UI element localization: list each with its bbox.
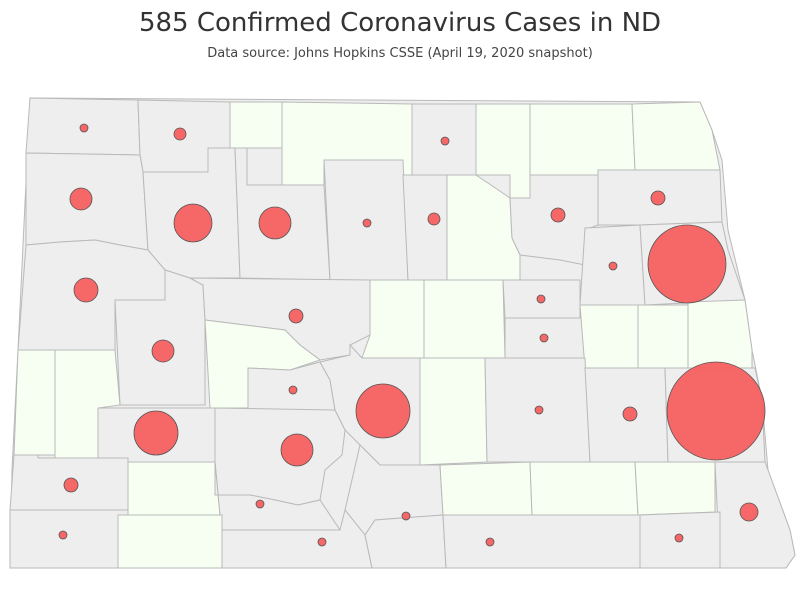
case-bubble-walsh	[650, 190, 666, 206]
county-hettinger	[127, 461, 221, 516]
case-bubble-dunn	[151, 339, 175, 363]
case-bubble-ramsey	[550, 207, 566, 223]
case-bubble-pierce	[427, 212, 441, 226]
case-bubble-grant	[255, 499, 265, 509]
case-bubble-richland	[739, 502, 759, 522]
case-bubble-sargent	[674, 533, 684, 543]
case-bubble-sioux	[317, 537, 327, 547]
county-lamoure	[529, 461, 639, 516]
case-bubble-cass	[666, 361, 766, 461]
case-bubble-rolette	[440, 136, 450, 146]
case-bubble-emmons	[401, 511, 411, 521]
county-sheridan	[361, 279, 425, 359]
map-title: 585 Confirmed Coronavirus Cases in ND	[138, 8, 662, 38]
case-bubble-williams	[69, 187, 93, 211]
county-wells	[423, 279, 506, 359]
case-bubble-grand-forks	[647, 224, 727, 304]
county-golden-valley	[13, 349, 56, 456]
case-bubble-dickey	[485, 537, 495, 547]
case-bubble-morton	[280, 433, 314, 467]
county-steele	[637, 304, 689, 369]
map-subtitle: Data source: Johns Hopkins CSSE (April 1…	[207, 46, 593, 61]
county-logan	[439, 461, 533, 516]
case-bubble-nelson	[608, 261, 618, 271]
county-ransom	[634, 461, 716, 516]
case-bubble-bowman	[58, 530, 68, 540]
case-bubble-divide	[79, 123, 89, 133]
county-dickey	[442, 514, 641, 569]
case-bubble-mckenzie	[73, 277, 99, 303]
case-bubble-stutsman	[534, 405, 544, 415]
county-traill	[687, 299, 753, 369]
case-bubble-mclean	[288, 308, 304, 324]
county-bowman	[9, 509, 129, 569]
case-bubble-foster	[539, 333, 549, 343]
county-cavalier	[529, 103, 636, 176]
case-bubble-mchenry	[362, 218, 372, 228]
county-griggs	[579, 304, 639, 369]
county-pembina	[631, 101, 721, 171]
county-kidder	[419, 357, 488, 466]
case-bubble-barnes	[622, 406, 638, 422]
county-mcintosh	[364, 514, 447, 569]
case-bubble-burleigh	[355, 383, 411, 439]
county-adams	[117, 514, 223, 569]
county-pierce	[402, 174, 448, 281]
case-bubble-ward	[258, 206, 292, 240]
case-bubble-burke	[173, 127, 187, 141]
case-bubble-mountrail	[173, 203, 213, 243]
case-bubble-stark	[133, 410, 179, 456]
case-bubble-slope	[63, 477, 79, 493]
case-bubble-oliver	[288, 385, 298, 395]
case-bubble-eddy	[536, 294, 546, 304]
